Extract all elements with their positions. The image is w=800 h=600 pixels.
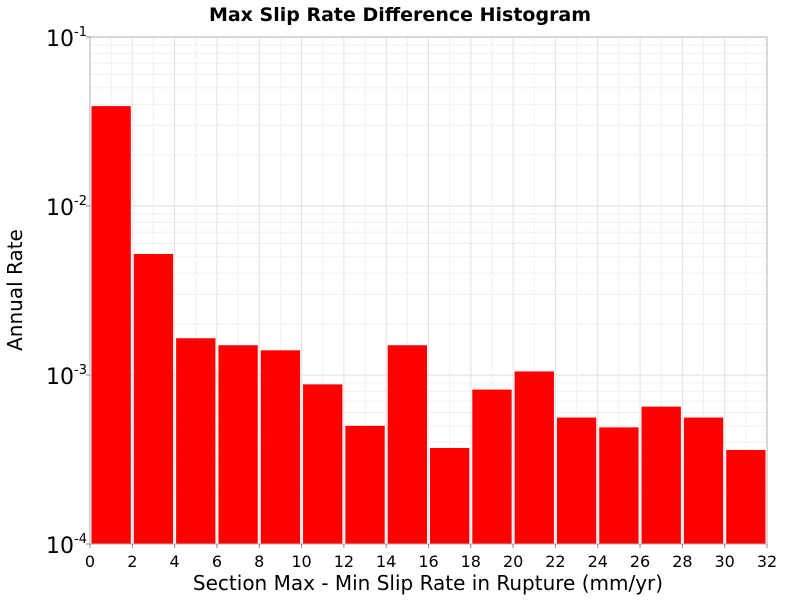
bar: [218, 345, 258, 544]
bar: [472, 389, 512, 544]
x-tick-label: 6: [212, 552, 222, 571]
y-tick-label: 10-2: [46, 194, 87, 221]
x-tick-label: 18: [461, 552, 481, 571]
x-tick-label: 22: [545, 552, 565, 571]
x-axis-label: Section Max - Min Slip Rate in Rupture (…: [193, 571, 663, 595]
x-tick-label: 14: [376, 552, 396, 571]
bar: [133, 253, 174, 545]
x-tick-label: 24: [588, 552, 608, 571]
bar: [303, 384, 343, 544]
x-tick-label: 10: [291, 552, 311, 571]
chart-title: Max Slip Rate Difference Histogram: [209, 4, 591, 26]
bar: [514, 371, 554, 544]
bar: [387, 345, 427, 544]
x-axis-ticks: 0 2 4 6 8 10 12 14 16 18 20 22 24 26 28 30 32: [85, 544, 777, 571]
x-tick-label: 16: [418, 552, 438, 571]
y-tick-label: 10-4: [46, 532, 87, 559]
bar: [683, 417, 724, 544]
x-tick-label: 32: [757, 552, 777, 571]
bar: [556, 417, 597, 544]
y-axis-label: Annual Rate: [3, 229, 27, 351]
bar: [91, 106, 131, 545]
y-axis-ticks: 10-1 10-2 10-3 10-4: [46, 25, 90, 559]
y-tick-label: 10-1: [46, 25, 87, 52]
bar: [641, 406, 681, 544]
x-tick-label: 4: [170, 552, 180, 571]
x-tick-label: 0: [85, 552, 95, 571]
y-tick-label: 10-3: [46, 363, 87, 390]
x-tick-label: 26: [630, 552, 650, 571]
x-tick-label: 8: [254, 552, 264, 571]
x-tick-label: 28: [672, 552, 692, 571]
x-tick-label: 12: [334, 552, 354, 571]
bar: [430, 447, 470, 544]
x-tick-label: 2: [127, 552, 137, 571]
bar: [260, 350, 301, 544]
bar: [726, 449, 766, 544]
bar: [599, 427, 639, 544]
bars: [91, 106, 766, 545]
x-tick-label: 30: [715, 552, 735, 571]
bar: [176, 338, 216, 544]
x-tick-label: 20: [503, 552, 523, 571]
bar: [345, 425, 385, 544]
